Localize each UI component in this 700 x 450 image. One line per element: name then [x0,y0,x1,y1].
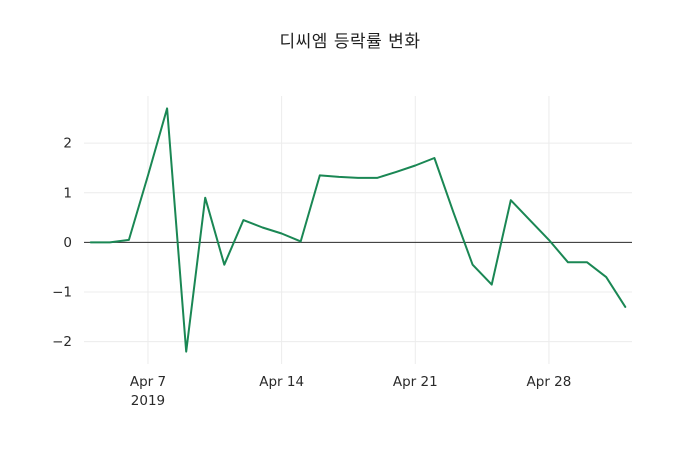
x-tick-label: Apr 14 [259,374,304,390]
x-tick-label: Apr 7 [130,374,166,390]
chart-title: 디씨엠 등락률 변화 [279,32,421,52]
x-tick-label: Apr 21 [393,374,438,390]
x-tick-label: Apr 28 [527,374,572,390]
series-line [89,107,627,353]
y-tick-label: −2 [52,334,72,350]
y-tick-label: 1 [63,185,72,201]
x-tick-sublabel: 2019 [131,393,165,409]
y-tick-label: 0 [63,235,72,251]
y-tick-label: 2 [63,136,72,152]
y-tick-label: −1 [52,285,72,301]
